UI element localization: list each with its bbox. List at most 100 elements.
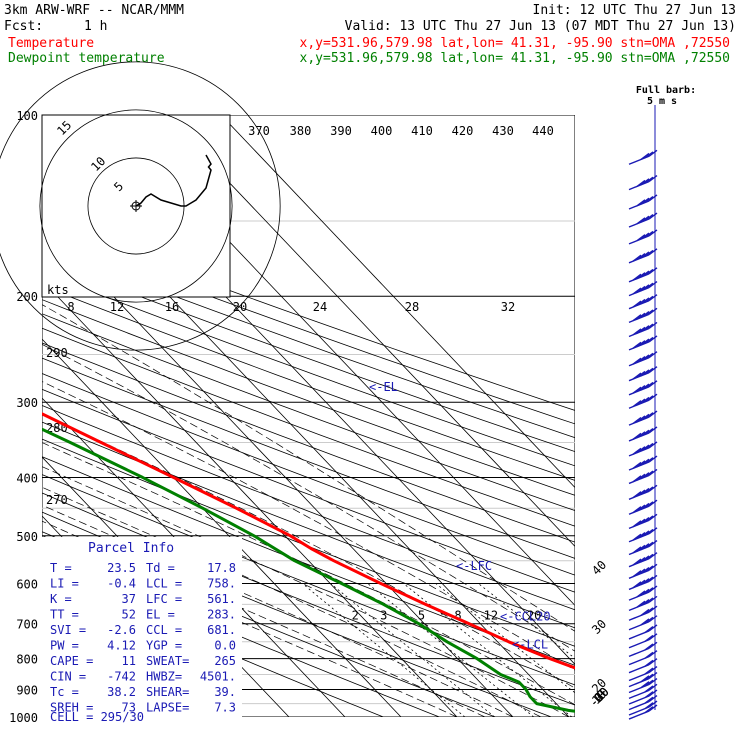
hodo-theta-label: 440 [532,124,554,138]
barb-flag [640,472,650,480]
barb-flag [640,444,650,452]
barb-flag [644,367,654,375]
barb-flag [644,336,654,345]
wind-barb [628,267,658,283]
barb-flag [644,442,654,451]
dry-adiabat [42,313,575,512]
hodo-theta-label: 420 [452,124,474,138]
dry-adiabat [42,258,575,453]
dewpoint-profile [42,427,575,713]
level-marker: <-LCL [512,638,548,652]
hodo-speed-tick: 8 [67,300,74,314]
barb-flag [648,539,658,548]
barb-flag [644,706,654,714]
barb-flag [648,281,658,289]
parcel-label: SWEAT= [146,654,189,668]
barb-flag [640,487,650,496]
barb-flag [648,455,658,463]
barb-flag [648,595,658,603]
pressure-tick-label: 500 [16,530,38,544]
barb-flag [636,431,646,439]
wind-barb [628,366,658,382]
wind-barb [628,484,658,500]
isotherm-label: 30 [589,617,609,637]
barb-flag [636,532,646,540]
barb-flag [636,340,646,348]
barb-flag [632,314,642,322]
temperature-profile [42,412,575,670]
barb-flag [636,272,646,280]
barb-flag [648,175,658,183]
wind-barb [628,212,658,228]
barb-flag [636,544,646,552]
wind-barb [628,351,658,367]
barb-flag [636,556,646,565]
wind-barb [628,281,658,297]
barb-flag [648,672,658,680]
mixing-ratio-label: 3 [380,609,387,623]
wind-barb [628,380,658,396]
dry-adiabat [42,285,575,481]
wind-barb [628,455,658,471]
barb-flag [632,558,642,566]
barb-flag [644,295,654,303]
barb-flag [644,412,654,420]
barb-flag [640,566,650,575]
barb-flag [640,284,650,292]
wind-barbs [628,105,658,720]
pressure-tick-label: 700 [16,618,38,632]
parcel-value: 39. [214,685,236,699]
wind-barb [628,527,658,543]
barb-flag [648,689,658,697]
level-marker: <-CCL20 [500,610,551,624]
moist-adiabat [42,504,514,717]
wind-barb [628,624,658,640]
hodo-speed-tick: 16 [165,300,179,314]
barb-flag [632,432,642,440]
barb-flag [648,695,658,703]
dry-adiabat [42,404,575,611]
barb-flag [636,285,646,293]
barb-flag [648,704,658,712]
barb-flag [636,415,646,423]
dry-adiabat [42,271,575,467]
barb-flag [636,199,646,207]
barb-flag [640,383,650,391]
barb-flag [648,615,658,623]
barb-flag [632,475,642,483]
barb-flag [636,312,646,320]
hodo-speed-tick: 24 [313,300,327,314]
barb-flag [640,251,650,259]
barb-flag [644,643,654,651]
parcel-label: EL = [146,608,175,622]
barb-flag [640,215,650,223]
barb-flag [640,608,650,617]
barb-flag [640,543,650,551]
barb-flag [648,426,658,434]
barb-flag [640,152,650,161]
wind-barb [628,539,658,556]
hodo-speed-tick: 12 [110,300,124,314]
parcel-label: LAPSE= [146,701,189,715]
barb-flag [640,354,650,362]
hodo-theta-label: 410 [411,124,433,138]
barb-flag [648,335,658,343]
barb-flag [648,624,658,632]
barb-flag [640,197,650,205]
dry-adiabat [42,245,575,439]
barb-flag [636,234,646,242]
barb-flag [640,338,650,346]
wind-barb [628,574,658,591]
barb-flag [648,410,658,418]
hodo-theta-label: 430 [492,124,514,138]
dry-adiabat [42,438,575,647]
wind-barb [628,700,658,716]
wind-barb [628,194,658,210]
barb-flag [648,321,658,330]
barb-flag [648,366,658,374]
barb-flag [648,380,658,388]
barb-flag [648,351,658,359]
barb-flag [648,633,658,641]
wind-barb [628,672,658,688]
barb-flag [640,578,650,586]
